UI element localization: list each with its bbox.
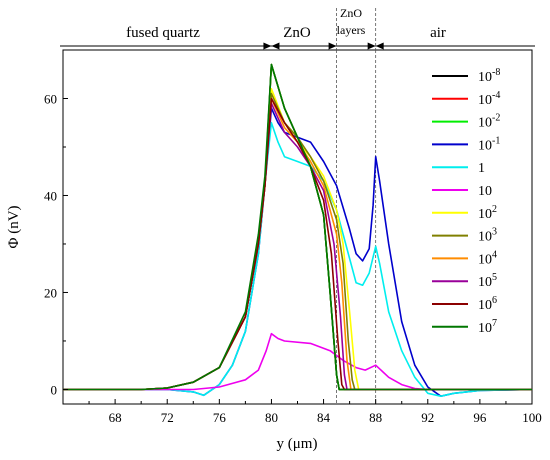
legend: 10-8 10-4 10-2 10-1 1 10 102 103 104 105 106 107	[432, 67, 500, 336]
series-line	[63, 107, 533, 397]
series-line	[63, 63, 532, 391]
legend-exponent: -4	[492, 90, 500, 101]
series-line	[63, 97, 532, 391]
x-tick-label: 72	[161, 410, 174, 425]
plot-frame	[62, 49, 533, 405]
arrow-head	[328, 42, 337, 50]
legend-exponent: 6	[492, 295, 497, 306]
x-tick-label: 92	[421, 410, 434, 425]
region-arrows	[60, 42, 535, 50]
legend-label: 10-4	[478, 90, 500, 108]
legend-exponent: 4	[492, 249, 497, 260]
y-tick-label: 0	[51, 382, 58, 397]
x-tick-label: 80	[265, 410, 278, 425]
legend-label: 104	[478, 249, 497, 267]
legend-exponent: 3	[492, 227, 497, 238]
series-line	[63, 102, 532, 391]
arrow-head	[367, 42, 376, 50]
y-tick-label: 20	[44, 285, 57, 300]
arrow-head	[375, 42, 384, 50]
x-tick-label: 76	[213, 410, 227, 425]
x-tick-label: 100	[522, 410, 542, 425]
legend-exponent: 5	[492, 272, 497, 283]
series-line	[63, 63, 532, 391]
x-axis-ticks: 68 72 76 80 84 88 92 96 100	[88, 399, 542, 425]
region-label-zno-layers-line1: ZnO	[340, 6, 362, 20]
y-axis-ticks: 0 20 40 60	[44, 49, 68, 397]
legend-label: 106	[478, 295, 497, 313]
y-axis-label: Φ (nV)	[6, 205, 22, 248]
series-line	[63, 63, 532, 391]
legend-label: 10-8	[478, 67, 500, 85]
y-tick-label: 60	[44, 91, 57, 106]
legend-label: 10	[478, 184, 492, 199]
legend-exponent: -1	[492, 135, 500, 146]
series-line	[63, 88, 532, 391]
legend-label: 107	[478, 318, 497, 336]
series-lines	[63, 63, 533, 397]
legend-exponent: -8	[492, 67, 500, 78]
region-label-zno-layers-line2: layers	[337, 23, 366, 37]
legend-label: 10-1	[478, 135, 500, 153]
region-label-zno: ZnO	[283, 25, 311, 41]
legend-label: 10-2	[478, 113, 500, 131]
series-line	[63, 332, 532, 391]
arrow-head	[263, 42, 272, 50]
legend-exponent: -2	[492, 113, 500, 124]
region-header: fused quartz ZnO ZnO layers air	[60, 6, 535, 50]
legend-label: 103	[478, 227, 497, 245]
legend-exponent: 2	[492, 204, 497, 215]
legend-exponent: 7	[492, 318, 497, 329]
series-line	[63, 63, 532, 391]
series-line	[63, 121, 533, 397]
region-label-air: air	[430, 25, 446, 41]
arrow-head	[271, 42, 280, 50]
legend-label: 1	[478, 161, 485, 176]
legend-label: 102	[478, 204, 497, 222]
x-tick-label: 96	[473, 410, 487, 425]
x-tick-label: 84	[317, 410, 331, 425]
legend-label: 105	[478, 272, 497, 290]
x-tick-label: 68	[109, 410, 122, 425]
region-label-fused-quartz: fused quartz	[126, 25, 200, 41]
x-axis-label: y (μm)	[277, 436, 318, 452]
region-marker-lines	[336, 8, 377, 404]
x-tick-label: 88	[369, 410, 382, 425]
y-tick-label: 40	[44, 188, 57, 203]
